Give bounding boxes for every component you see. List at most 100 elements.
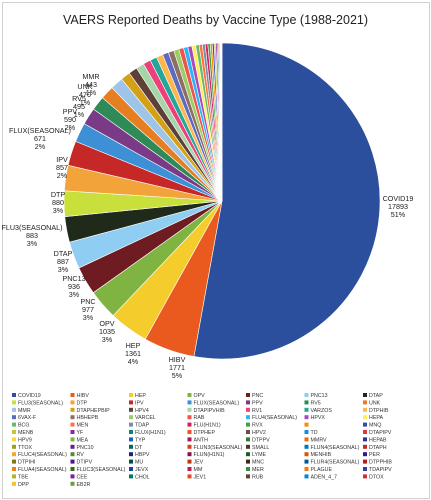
slice-label-name: HIBV (169, 355, 186, 364)
slice-label-name: PNC (80, 297, 95, 306)
legend-swatch (12, 430, 16, 434)
legend-entry: DTAP (369, 393, 383, 399)
legend-swatch (70, 393, 75, 397)
legend-swatch (12, 467, 16, 471)
legend-entry: CHOL (135, 474, 150, 480)
legend-swatch (363, 430, 367, 434)
legend-swatch (187, 474, 192, 479)
legend-swatch (70, 444, 75, 449)
legend-swatch (187, 430, 192, 434)
slice-label-name: DTP (51, 190, 66, 199)
legend-swatch (363, 393, 367, 397)
slice-label-percent: 4% (128, 357, 139, 366)
legend-swatch (12, 422, 16, 427)
legend-entry: FLUC3(SEASONAL) (77, 467, 126, 473)
legend-swatch (187, 437, 192, 442)
pie-slice-covid19 (193, 42, 381, 360)
legend-entry: DT (135, 445, 143, 451)
legend-entry: FLU3(SEASONAL) (18, 400, 63, 406)
legend-entry: PER (369, 452, 380, 458)
legend-swatch (187, 415, 192, 420)
legend-swatch (187, 393, 192, 397)
slice-label-name: FLUX(SEASONAL) (9, 126, 71, 135)
slice-label-name: HEP (126, 341, 141, 350)
legend-entry: MMR (18, 408, 31, 414)
legend-swatch (246, 407, 250, 412)
legend-swatch (304, 415, 309, 420)
legend-swatch (187, 407, 192, 412)
legend-swatch (129, 437, 133, 442)
legend-entry: DTP (77, 400, 88, 406)
legend-entry: RV5 (311, 400, 321, 406)
slice-label-value: 883 (26, 231, 38, 240)
slice-label-value: 977 (82, 305, 94, 314)
legend-entry: FLUN(H1N1) (194, 452, 225, 458)
legend-entry: RV (77, 452, 85, 458)
legend-entry: JEV1 (194, 474, 207, 480)
legend-swatch (129, 415, 133, 420)
legend-swatch (363, 474, 367, 479)
legend-swatch (246, 415, 250, 420)
legend-swatch (70, 400, 75, 405)
slice-label-name: MMR (82, 72, 99, 81)
legend-entry: HEPA (369, 415, 383, 421)
legend-swatch (363, 422, 367, 427)
slice-label-value: 495 (73, 102, 85, 111)
legend-swatch (246, 474, 250, 479)
slice-label-value: 671 (34, 134, 46, 143)
legend-entry: COVID19 (18, 393, 41, 399)
legend-swatch (304, 437, 309, 442)
legend-entry: JEVX (135, 467, 149, 473)
legend-entry: FLUN4(SEASONAL) (311, 445, 360, 451)
legend-swatch (70, 415, 75, 420)
legend-entry: PLAGUE (311, 467, 333, 473)
legend-entry: MU (135, 460, 143, 466)
legend-swatch (129, 393, 133, 397)
legend-swatch (363, 407, 367, 412)
slice-label-name: PPV (63, 107, 78, 116)
legend-swatch (12, 437, 16, 442)
slice-label-percent: 1% (86, 88, 97, 97)
legend-entry: BCG (18, 423, 29, 429)
slice-label-percent: 3% (83, 313, 94, 322)
slice-label-value: 1361 (125, 349, 141, 358)
legend-entry: UNK (369, 400, 381, 406)
legend-entry: DTOX (369, 474, 384, 480)
legend-swatch (12, 459, 16, 464)
legend: COVID19 HIBV HEP OPV PNC PNC13 DTAP FLU3(SEASON… (12, 393, 392, 488)
legend-swatch (12, 444, 16, 449)
legend-entry: FLUR4(SEASONAL) (311, 460, 360, 466)
legend-entry: MM (194, 467, 203, 473)
legend-entry: MENB (18, 430, 34, 436)
slice-label-percent: 2% (57, 171, 68, 180)
legend-entry: FLUX(SEASONAL) (194, 400, 240, 406)
legend-entry: TD (311, 430, 318, 436)
slice-label-value: 17893 (388, 202, 408, 211)
slice-label-name: OPV (99, 319, 114, 328)
slice-label-name: COVID19 (383, 194, 414, 203)
legend-entry: MEN (77, 423, 89, 429)
legend-swatch (363, 437, 367, 442)
legend-entry: HEP (135, 393, 146, 399)
legend-swatch (12, 481, 16, 486)
legend-entry: DTPPV (252, 437, 270, 443)
slice-label-name: IPV (56, 155, 68, 164)
legend-swatch (304, 407, 309, 412)
legend-swatch (129, 474, 133, 479)
chart-title: VAERS Reported Deaths by Vaccine Type (1… (63, 13, 368, 27)
legend-swatch (187, 444, 192, 449)
legend-entry: DTIPV (77, 460, 93, 466)
slice-label-name: RV5 (72, 94, 86, 103)
legend-entry: RAB (194, 415, 205, 421)
legend-swatch (246, 430, 250, 434)
legend-entry: FLUA4(SEASONAL) (18, 467, 67, 473)
legend-swatch (12, 452, 16, 457)
legend-swatch (304, 459, 309, 464)
slice-label-percent: 51% (391, 210, 406, 219)
legend-swatch (129, 459, 133, 464)
legend-entry: MENHIB (311, 452, 332, 458)
legend-entry: DTAPHEPBIP (77, 408, 111, 414)
slice-label-percent: 5% (172, 371, 183, 380)
slice-label-value: 857 (56, 163, 68, 172)
